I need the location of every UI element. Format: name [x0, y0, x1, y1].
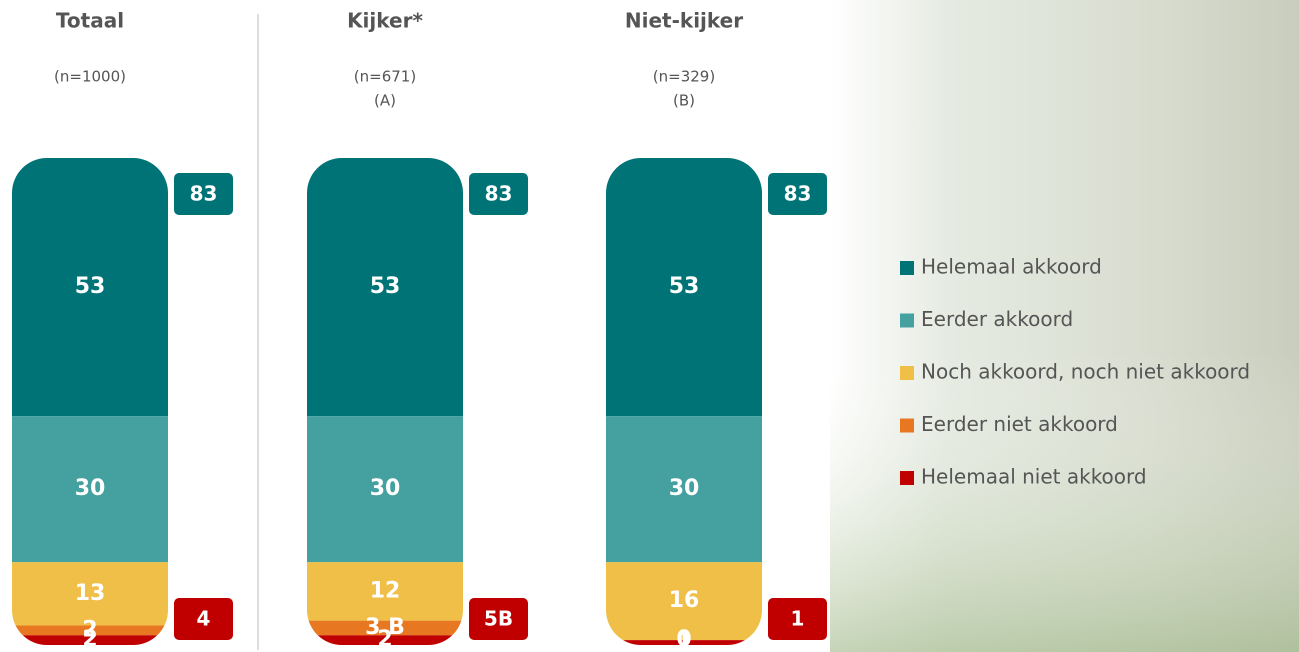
column-note: (B) — [673, 92, 695, 110]
segment-label: 16 — [669, 588, 700, 613]
legend-swatch — [900, 366, 914, 380]
legend-swatch — [900, 261, 914, 275]
segment-label: 30 — [370, 476, 401, 501]
legend-label: Noch akkoord, noch niet akkoord — [921, 360, 1250, 384]
segment-label: 53 — [370, 274, 401, 299]
legend-swatch — [900, 471, 914, 485]
column-note: (n=329) — [653, 68, 715, 86]
segment-label: 12 — [370, 578, 401, 603]
segment-label: 2 — [82, 627, 97, 652]
segment-label: 30 — [669, 476, 700, 501]
total-label: 5B — [484, 607, 513, 631]
column-note: (A) — [374, 92, 396, 110]
bar-stack — [606, 158, 762, 645]
background-grass — [830, 350, 1299, 652]
total-label: 83 — [485, 182, 513, 206]
segment-label: 1 — [676, 630, 691, 652]
chart: Totaal (n=1000) 53 30 13 2 2 83 4 Kijker* (n=671) (… — [0, 0, 1299, 652]
legend-swatch — [900, 314, 914, 328]
bar-stack — [307, 158, 463, 645]
column-note: (n=1000) — [54, 68, 126, 86]
segment-label: 13 — [75, 581, 106, 606]
segment-label: 2 — [377, 627, 392, 652]
segment-label: 30 — [75, 476, 106, 501]
legend-swatch — [900, 419, 914, 433]
total-label: 83 — [190, 182, 218, 206]
legend-label: Helemaal niet akkoord — [921, 465, 1147, 489]
column-title: Niet-kijker — [625, 9, 743, 33]
column-title: Totaal — [56, 9, 124, 33]
legend-label: Eerder niet akkoord — [921, 412, 1118, 436]
bar-stack — [12, 158, 168, 645]
column-note: (n=671) — [354, 68, 416, 86]
segment-label: 53 — [669, 274, 700, 299]
column-title: Kijker* — [347, 9, 423, 33]
total-label: 4 — [197, 607, 211, 631]
segment-label: 53 — [75, 274, 106, 299]
legend-label: Eerder akkoord — [921, 307, 1073, 331]
total-label: 83 — [784, 182, 812, 206]
total-label: 1 — [791, 607, 805, 631]
legend-label: Helemaal akkoord — [921, 255, 1102, 279]
